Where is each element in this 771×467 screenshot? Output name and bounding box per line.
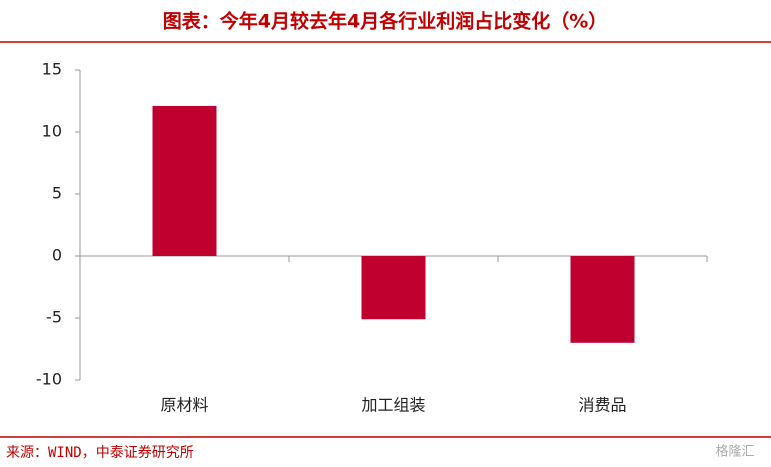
x-tick-label: 加工组装	[361, 396, 425, 415]
watermark: 格隆汇	[715, 444, 754, 460]
y-tick-label: 5	[52, 184, 62, 203]
chart-title: 图表：今年4月较去年4月各行业利润占比变化（%）	[163, 10, 607, 33]
y-tick-label: 10	[42, 122, 62, 141]
bar	[152, 105, 217, 257]
y-tick-label: 15	[42, 60, 62, 79]
x-tick-label: 消费品	[578, 396, 626, 415]
source: 来源：WIND，中泰证券研究所	[6, 445, 194, 461]
bar	[570, 256, 635, 343]
y-tick-label: 0	[52, 246, 62, 265]
bar	[361, 256, 426, 320]
y-tick-label: -5	[46, 308, 62, 327]
x-tick-label: 原材料	[160, 396, 208, 415]
y-tick-label: -10	[36, 370, 62, 389]
